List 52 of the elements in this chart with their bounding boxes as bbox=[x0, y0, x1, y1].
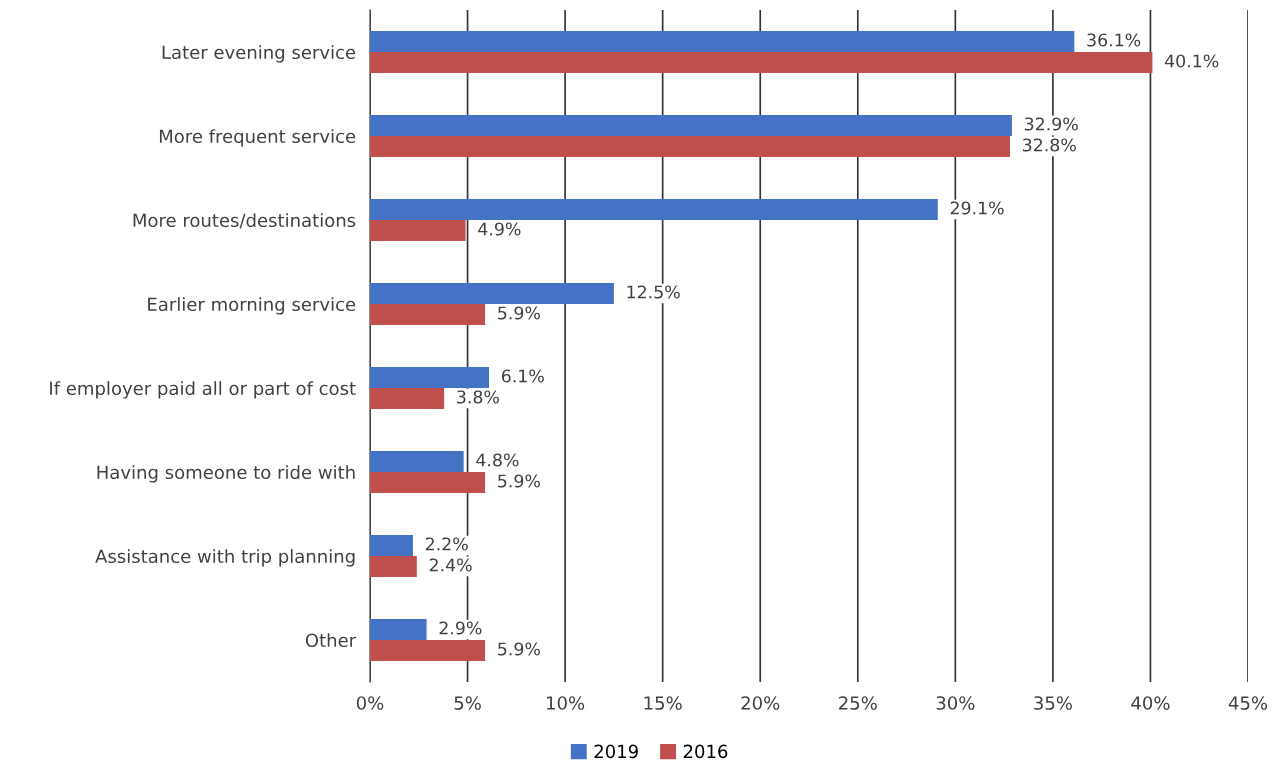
x-tick-label: 5% bbox=[454, 696, 481, 710]
bar bbox=[370, 115, 1012, 136]
bar bbox=[370, 535, 413, 556]
bar bbox=[370, 304, 486, 325]
data-label: 12.5% bbox=[627, 285, 680, 299]
data-label: 2.2% bbox=[425, 537, 468, 551]
data-label: 5.9% bbox=[498, 474, 540, 488]
bar bbox=[370, 556, 417, 577]
y-tick-label: Assistance with trip planning bbox=[95, 549, 355, 567]
x-tick-label: 10% bbox=[547, 696, 585, 710]
x-tick-label: 35% bbox=[1034, 696, 1072, 710]
y-tick-label: Earlier morning service bbox=[148, 297, 356, 315]
data-label: 36.1% bbox=[1087, 33, 1141, 47]
bar bbox=[370, 283, 614, 304]
data-label: 40.1% bbox=[1164, 54, 1219, 68]
y-tick-label: If employer paid all or part of cost bbox=[50, 381, 356, 399]
data-label: 5.9% bbox=[498, 306, 540, 320]
x-tick-label: 40% bbox=[1131, 696, 1170, 710]
data-label: 32.9% bbox=[1024, 117, 1078, 131]
data-label: 2.4% bbox=[429, 558, 472, 572]
y-tick-label: Other bbox=[305, 633, 357, 648]
bar bbox=[370, 619, 427, 640]
legend-label: 2019 bbox=[594, 744, 638, 759]
y-tick-label: Having someone to ride with bbox=[97, 465, 355, 483]
bar bbox=[370, 388, 445, 409]
bar bbox=[370, 136, 1010, 157]
data-label: 4.9% bbox=[478, 222, 521, 236]
data-label: 4.8% bbox=[476, 453, 519, 467]
x-tick-label: 15% bbox=[644, 696, 682, 710]
bar bbox=[370, 472, 486, 493]
bar bbox=[370, 367, 490, 388]
y-tick-label: Later evening service bbox=[162, 45, 356, 63]
y-tick-label: More frequent service bbox=[159, 129, 356, 147]
legend-label: 2016 bbox=[683, 744, 728, 759]
data-label: 3.8% bbox=[457, 390, 499, 404]
data-label: 29.1% bbox=[950, 201, 1004, 215]
x-tick-label: 25% bbox=[839, 696, 877, 710]
bar bbox=[370, 451, 464, 472]
data-label: 5.9% bbox=[498, 642, 540, 656]
x-tick-label: 20% bbox=[741, 696, 780, 710]
bar bbox=[370, 52, 1153, 73]
y-tick-label: More routes/destinations bbox=[133, 213, 356, 229]
x-tick-label: 45% bbox=[1228, 696, 1268, 710]
x-tick-label: 30% bbox=[936, 696, 975, 710]
data-label: 6.1% bbox=[501, 369, 544, 383]
bar bbox=[370, 220, 466, 241]
bar bbox=[370, 31, 1075, 52]
x-tick-label: 0% bbox=[356, 696, 384, 710]
bar bbox=[370, 199, 938, 220]
data-label: 2.9% bbox=[439, 621, 482, 635]
data-label: 32.8% bbox=[1022, 138, 1076, 152]
bar bbox=[370, 640, 486, 661]
